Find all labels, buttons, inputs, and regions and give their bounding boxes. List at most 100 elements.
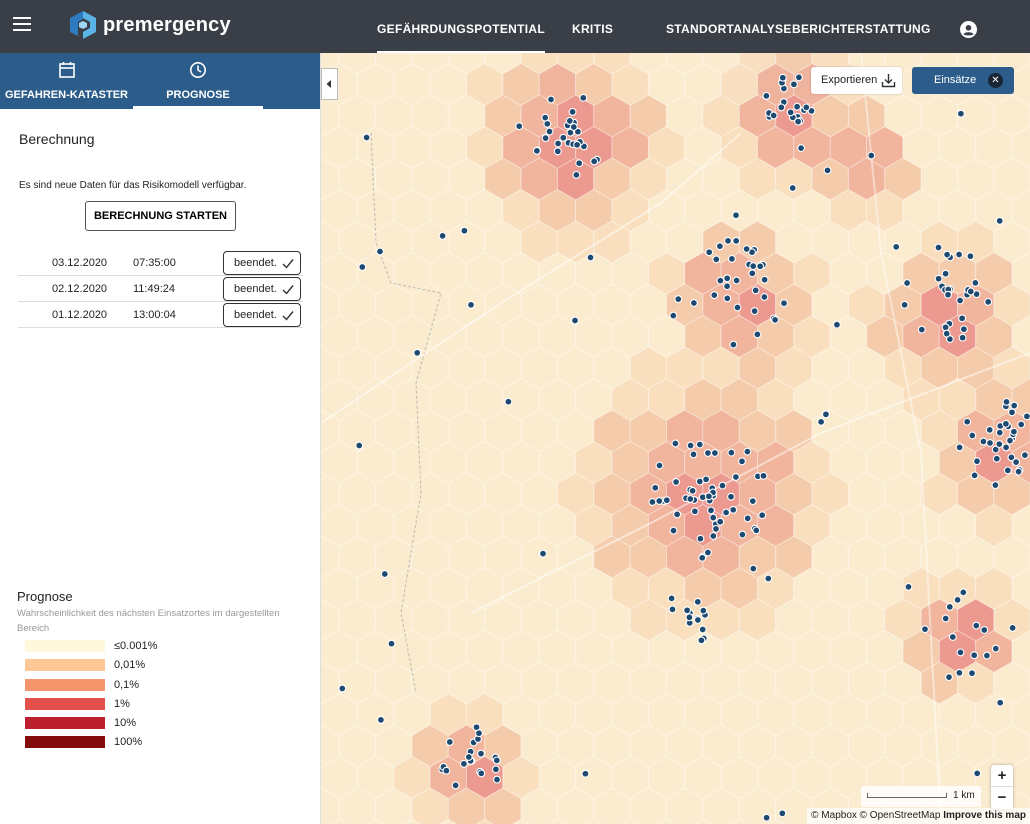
incident-marker[interactable] <box>968 431 977 440</box>
incident-marker[interactable] <box>1008 408 1016 417</box>
incident-marker[interactable] <box>376 247 384 256</box>
incident-marker[interactable] <box>903 279 912 287</box>
incident-marker[interactable] <box>575 159 584 168</box>
incident-marker[interactable] <box>1002 443 1011 452</box>
incident-marker[interactable] <box>934 274 943 283</box>
account-icon[interactable] <box>960 21 977 38</box>
incident-marker[interactable] <box>727 254 736 263</box>
incident-marker[interactable] <box>731 473 740 481</box>
incidents-toggle-button[interactable]: Einsätze ✕ <box>912 67 1014 94</box>
incident-marker[interactable] <box>669 311 678 320</box>
incident-marker[interactable] <box>723 274 732 283</box>
nav-standortanalyse[interactable]: STANDORTANALYSE <box>666 22 792 36</box>
incident-marker[interactable] <box>760 275 769 284</box>
incident-marker[interactable] <box>991 481 1000 490</box>
incident-marker[interactable] <box>712 255 721 264</box>
incident-marker[interactable] <box>553 147 562 156</box>
incident-marker[interactable] <box>992 454 1001 463</box>
incident-marker[interactable] <box>569 123 578 131</box>
incident-marker[interactable] <box>438 231 447 240</box>
incident-marker[interactable] <box>956 109 965 118</box>
incident-marker[interactable] <box>716 517 725 526</box>
incident-marker[interactable] <box>956 648 965 657</box>
incident-marker[interactable] <box>709 532 718 540</box>
incident-marker[interactable] <box>690 507 699 516</box>
incident-marker[interactable] <box>545 127 554 136</box>
run-status-button[interactable]: beendet. <box>223 303 301 327</box>
incident-marker[interactable] <box>743 514 752 523</box>
incident-marker[interactable] <box>355 441 364 450</box>
incident-marker[interactable] <box>477 769 486 778</box>
incident-marker[interactable] <box>689 450 698 459</box>
incident-marker[interactable] <box>724 236 732 245</box>
incident-marker[interactable] <box>743 447 752 456</box>
incident-marker[interactable] <box>586 253 595 262</box>
incident-marker[interactable] <box>972 621 981 630</box>
incident-marker[interactable] <box>968 669 976 678</box>
incident-marker[interactable] <box>970 651 979 660</box>
incident-marker[interactable] <box>753 330 762 339</box>
incident-marker[interactable] <box>673 510 682 519</box>
incident-marker[interactable] <box>941 269 950 278</box>
incident-marker[interactable] <box>732 236 741 245</box>
incident-marker[interactable] <box>749 564 758 573</box>
incident-marker[interactable] <box>756 262 765 271</box>
incident-marker[interactable] <box>715 242 724 251</box>
zoom-in-button[interactable]: + <box>991 765 1013 787</box>
incident-marker[interactable] <box>579 93 588 102</box>
incident-marker[interactable] <box>1012 458 1021 467</box>
incident-marker[interactable] <box>723 294 732 303</box>
incident-marker[interactable] <box>742 245 751 253</box>
incident-marker[interactable] <box>667 594 676 603</box>
incident-marker[interactable] <box>973 457 981 466</box>
incident-marker[interactable] <box>683 606 692 615</box>
incident-marker[interactable] <box>539 549 547 558</box>
incident-marker[interactable] <box>686 441 695 450</box>
incident-marker[interactable] <box>704 492 713 501</box>
attribution-text[interactable]: © Mapbox © OpenStreetMap <box>811 810 941 821</box>
incident-marker[interactable] <box>778 73 787 82</box>
incident-marker[interactable] <box>693 597 702 606</box>
incident-marker[interactable] <box>380 570 389 578</box>
incident-marker[interactable] <box>948 633 957 641</box>
incident-marker[interactable] <box>769 111 778 120</box>
incident-marker[interactable] <box>1017 420 1026 429</box>
incident-marker[interactable] <box>1009 427 1018 436</box>
incident-marker[interactable] <box>996 698 1005 707</box>
incident-marker[interactable] <box>942 329 951 338</box>
incident-marker[interactable] <box>867 151 876 160</box>
incident-marker[interactable] <box>559 133 568 142</box>
incident-marker[interactable] <box>738 530 747 539</box>
incident-marker[interactable] <box>982 651 991 660</box>
incident-marker[interactable] <box>958 333 967 342</box>
incident-marker[interactable] <box>718 481 727 490</box>
incident-marker[interactable] <box>703 548 712 557</box>
incident-marker[interactable] <box>581 769 590 778</box>
incident-marker[interactable] <box>917 325 926 334</box>
incident-marker[interactable] <box>709 513 718 522</box>
incident-marker[interactable] <box>759 471 768 480</box>
incident-marker[interactable] <box>941 323 950 332</box>
tab-gefahren-kataster[interactable]: GEFAHREN-KATASTER <box>0 53 133 109</box>
incident-marker[interactable] <box>934 243 943 252</box>
incident-marker[interactable] <box>698 553 707 562</box>
incident-marker[interactable] <box>1006 436 1014 445</box>
incident-marker[interactable] <box>674 295 683 304</box>
incident-marker[interactable] <box>387 639 396 648</box>
incident-marker[interactable] <box>764 574 773 583</box>
incident-marker[interactable] <box>460 226 469 235</box>
incident-marker[interactable] <box>758 511 767 520</box>
incident-marker[interactable] <box>554 139 563 148</box>
incident-marker[interactable] <box>762 91 771 100</box>
incident-marker[interactable] <box>571 316 579 325</box>
incident-marker[interactable] <box>376 715 385 724</box>
incident-marker[interactable] <box>413 348 422 357</box>
tab-prognose[interactable]: PROGNOSE <box>133 53 263 109</box>
incident-marker[interactable] <box>1014 467 1023 476</box>
incident-marker[interactable] <box>727 492 735 501</box>
incident-marker[interactable] <box>760 293 769 301</box>
incident-marker[interactable] <box>1020 451 1029 460</box>
incident-marker[interactable] <box>955 668 964 677</box>
menu-icon[interactable] <box>13 17 31 31</box>
incident-markers[interactable] <box>338 73 1030 822</box>
